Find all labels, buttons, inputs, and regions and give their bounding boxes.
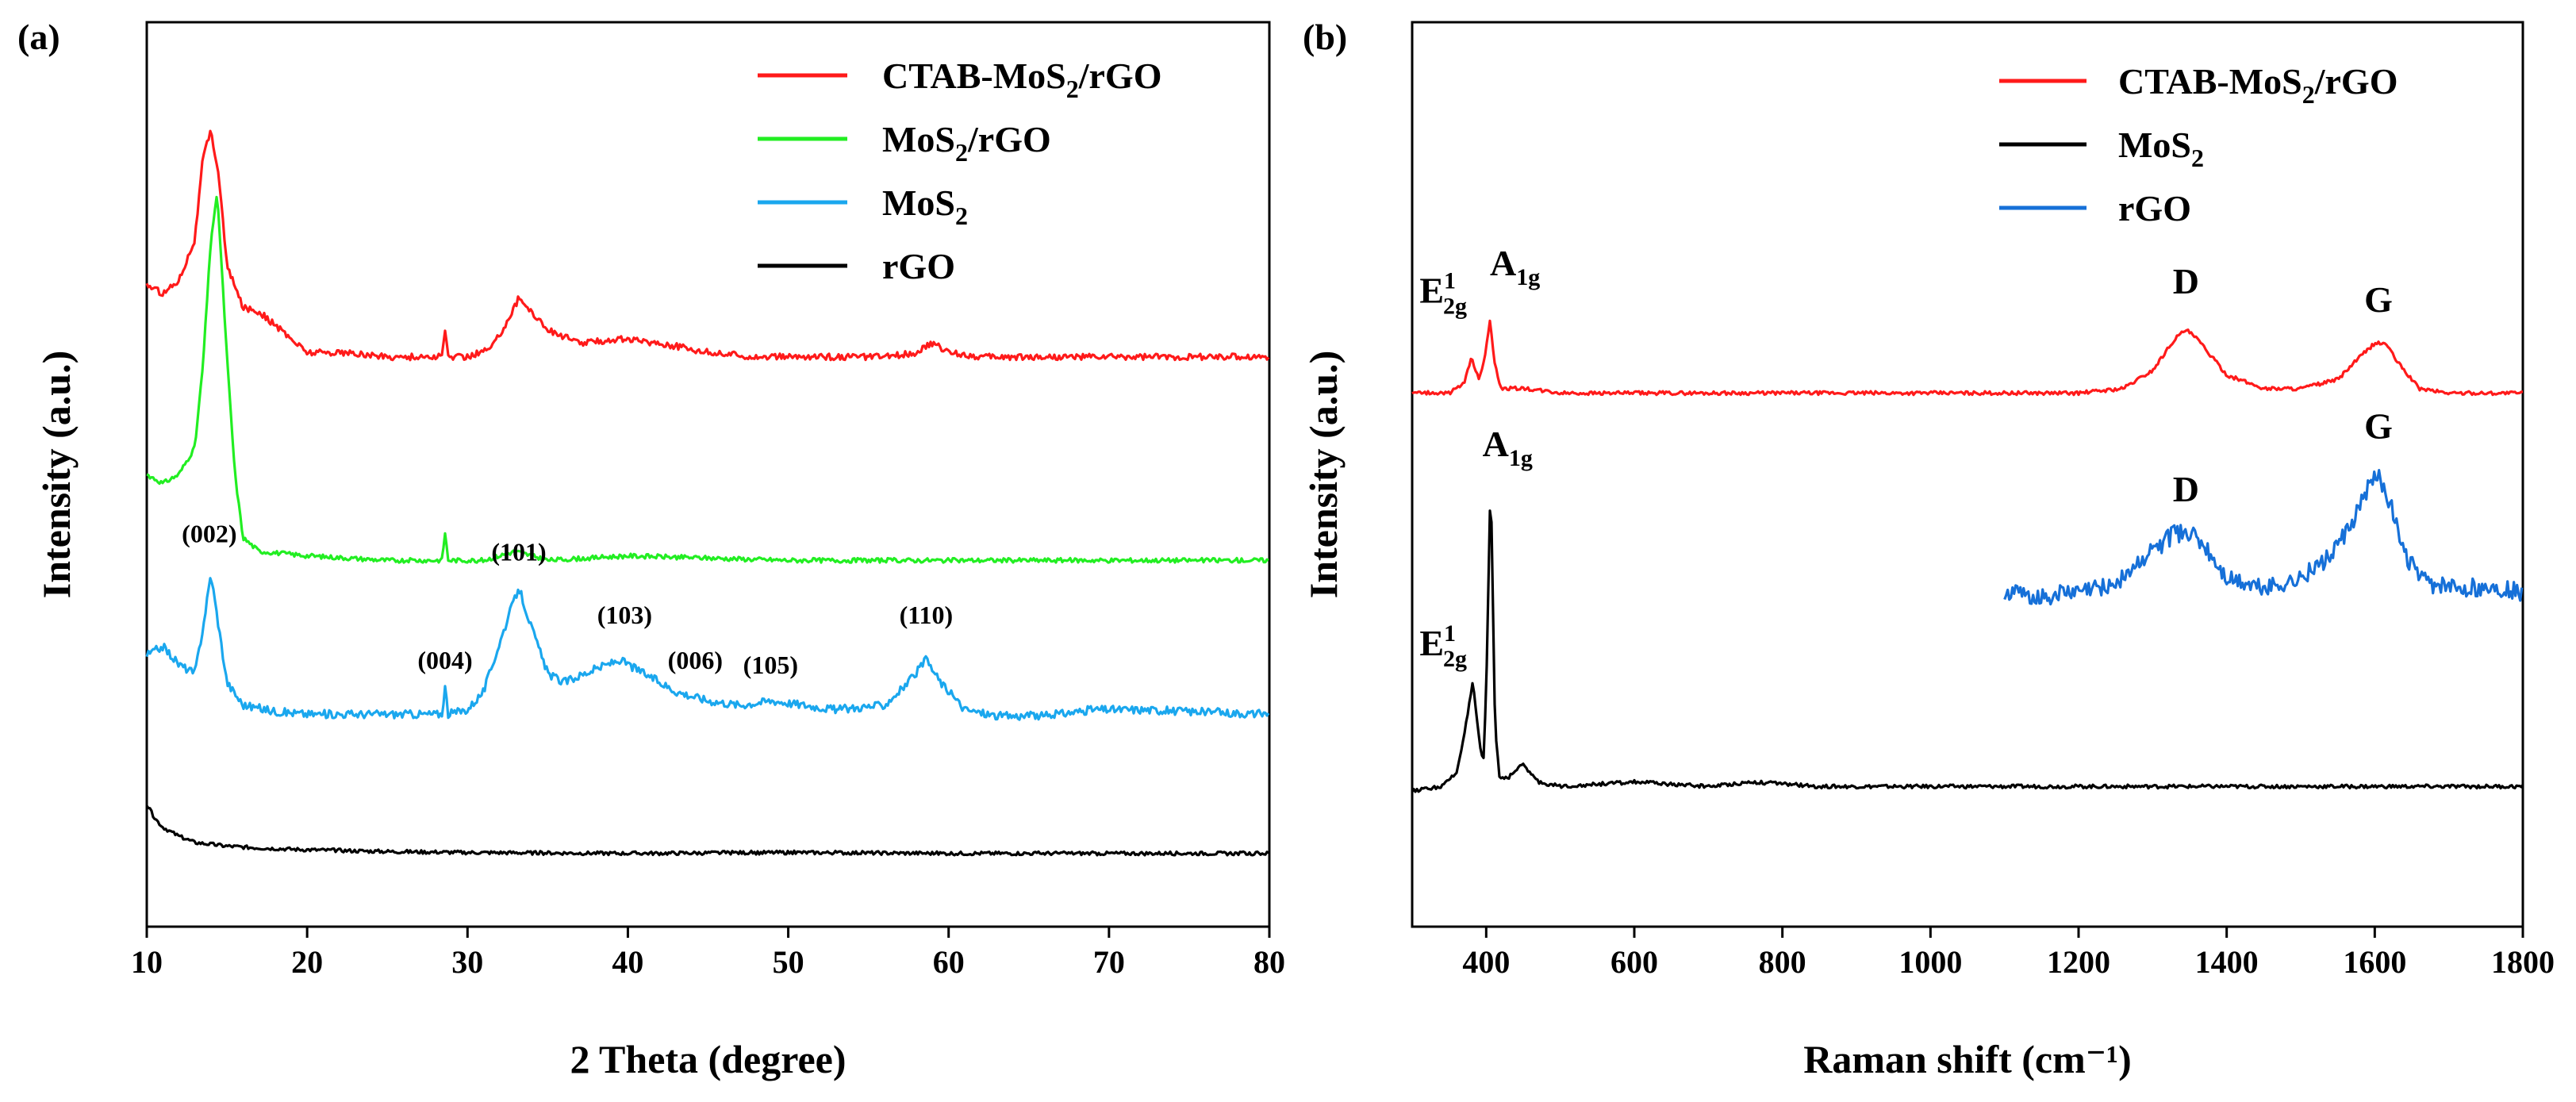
plot-frame	[1411, 21, 2524, 928]
x-tick-label: 40	[612, 944, 643, 980]
peak-label: (110)	[900, 601, 954, 629]
peak-label: (103)	[597, 601, 652, 629]
legend-label: CTAB-MoS2/rGO	[2118, 61, 2397, 109]
plot-frame	[145, 21, 1271, 928]
x-tick-label: 1400	[2195, 944, 2259, 980]
panel-a-xrd: (a) 10 20 30 40 50 60 70 80 2 Theta (degree) Inten…	[17, 17, 1285, 1081]
peak-label: (105)	[743, 651, 798, 679]
x-tick-label: 60	[933, 944, 965, 980]
legend-label: rGO	[2118, 188, 2191, 228]
y-axis-title: Intensity (a.u.)	[1301, 351, 1346, 599]
x-axis-title: Raman shift (cm⁻¹)	[1803, 1037, 2132, 1081]
legend-label: MoS2	[2118, 125, 2204, 172]
y-axis-title: Intensity (a.u.)	[34, 351, 79, 599]
series-line-mos2	[145, 577, 1270, 721]
peak-label: G	[2364, 405, 2393, 446]
panel-b-raman: (b) 400 600 800 1000 1200 1400 1600 1800 Raman sh…	[1301, 17, 2555, 1081]
peak-label: A1g	[1490, 243, 1540, 290]
legend-label: MoS2/rGO	[882, 119, 1051, 167]
peak-label: G	[2364, 279, 2393, 320]
x-tick-label: 1000	[1898, 944, 1962, 980]
series-line-mos2-rgo	[146, 195, 1269, 564]
x-tick-label: 1600	[2343, 944, 2406, 980]
peak-label: (101)	[491, 537, 546, 566]
series-line-ctab-mos2-rgo	[145, 129, 1270, 362]
x-tick-label: 70	[1093, 944, 1125, 980]
x-tick-label: 800	[1759, 944, 1806, 980]
legend-label: CTAB-MoS2/rGO	[882, 56, 1161, 103]
x-tick-label: 30	[451, 944, 483, 980]
x-tick-label: 20	[291, 944, 323, 980]
peak-label: (006)	[668, 646, 723, 674]
legend-label: rGO	[882, 246, 955, 286]
legend-label: MoS2	[882, 182, 968, 230]
peak-label: D	[2173, 469, 2199, 509]
peak-label: (002)	[182, 520, 236, 548]
peak-label: (004)	[417, 646, 472, 674]
x-tick-label: 50	[773, 944, 804, 980]
panel-label: (a)	[17, 17, 60, 57]
x-tick-label: 1200	[2047, 944, 2110, 980]
x-tick-label: 1800	[2491, 944, 2555, 980]
series-line-rgo	[2003, 469, 2524, 606]
series-line-rgo	[145, 804, 1269, 857]
peak-label: E1 2g	[1419, 620, 1467, 672]
panel-label: (b)	[1303, 17, 1347, 57]
x-tick-label: 80	[1253, 944, 1285, 980]
peak-label: E1 2g	[1419, 267, 1467, 319]
x-axis-title: 2 Theta (degree)	[570, 1037, 846, 1081]
series-line-ctab-mos2-rgo	[1411, 319, 2523, 397]
x-tick-label: 600	[1610, 944, 1658, 980]
peak-label: D	[2173, 261, 2199, 301]
x-tick-label: 10	[131, 944, 163, 980]
series-line-mos2	[1411, 509, 2524, 793]
x-tick-label: 400	[1462, 944, 1510, 980]
peak-label: A1g	[1483, 424, 1533, 471]
